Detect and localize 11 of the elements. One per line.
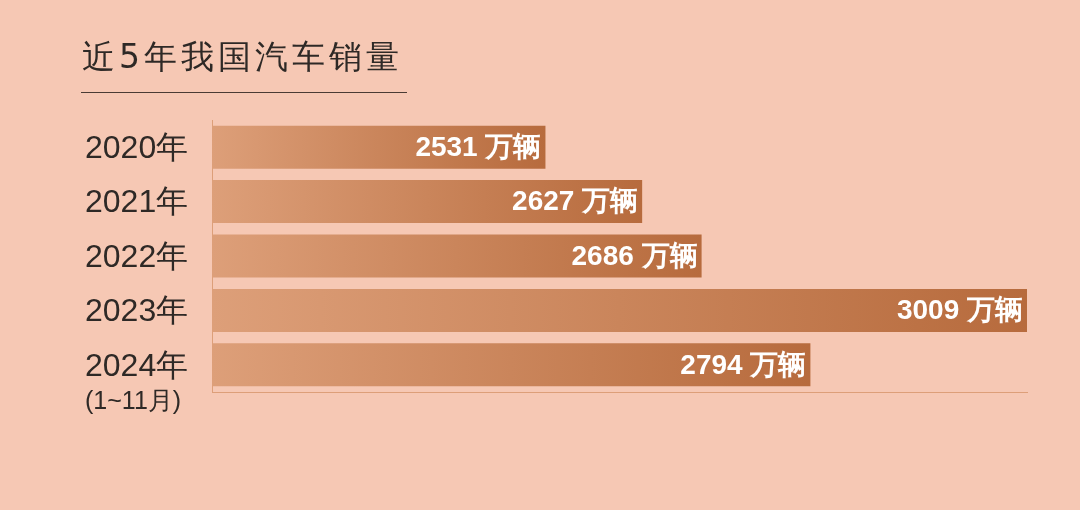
- y-tick-label: 2020年: [85, 129, 189, 166]
- data-label: 3009 万辆: [896, 294, 1023, 326]
- data-label: 2627 万辆: [512, 185, 639, 217]
- y-tick-label: 2021年: [85, 183, 189, 220]
- y-tick-label: 2023年: [85, 292, 189, 329]
- data-label: 2794 万辆: [680, 348, 807, 380]
- y-tick-label: 2022年: [85, 237, 189, 274]
- data-label: 2686 万辆: [571, 239, 698, 271]
- y-tick-label: 2024年 (1~11月): [85, 346, 189, 414]
- chart-title: 近5年我国汽车销量: [82, 37, 403, 76]
- data-label: 2531 万辆: [415, 130, 542, 162]
